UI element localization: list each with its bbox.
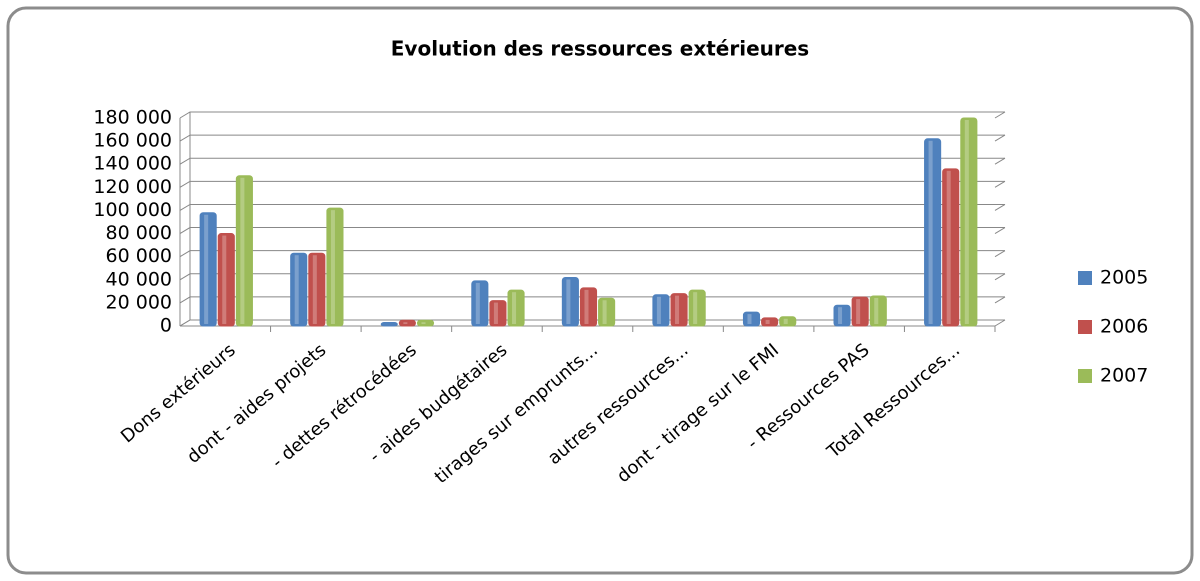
legend-label: 2006 [1100, 316, 1148, 338]
bar [471, 280, 489, 327]
grid-line [179, 134, 1005, 142]
bar [398, 319, 416, 327]
bar [308, 252, 326, 327]
bar-highlight [584, 289, 589, 324]
bar [416, 319, 435, 327]
y-tick-label: 20 000 [106, 291, 172, 313]
bar [761, 317, 779, 327]
bar [833, 304, 851, 327]
grid-line [994, 157, 1006, 165]
grid-line [994, 319, 1006, 327]
bar-highlight [493, 302, 498, 324]
bar-highlight [675, 295, 680, 324]
bar-highlight [946, 170, 951, 324]
bar [670, 293, 688, 327]
bar [380, 322, 398, 327]
y-tick-label: 60 000 [106, 245, 172, 267]
grid-line [994, 296, 1006, 304]
grid-line [994, 111, 1006, 119]
y-tick-label: 0 [160, 315, 172, 337]
grid-line [179, 180, 1005, 188]
bar-highlight [964, 120, 969, 324]
grid-line [179, 296, 1005, 304]
bar-highlight [204, 214, 209, 324]
grid-line [179, 273, 1005, 281]
bar-highlight [330, 210, 335, 324]
grid-line [994, 204, 1006, 211]
bar [942, 168, 960, 327]
bar [688, 289, 706, 327]
grid-line [179, 250, 1005, 258]
bar-highlight [928, 140, 933, 324]
bar-highlight [856, 299, 861, 324]
bar [561, 276, 579, 327]
grid-line [179, 319, 1005, 327]
chart-title: Evolution des ressources extérieures [391, 37, 809, 61]
bar [489, 300, 507, 327]
bar [851, 296, 869, 327]
y-tick-label: 80 000 [106, 222, 172, 244]
bar [924, 138, 942, 327]
bar-highlight [693, 292, 698, 324]
legend-label: 2005 [1100, 267, 1148, 289]
bar-highlight [838, 307, 843, 324]
bar-highlight [240, 177, 245, 324]
bar [217, 233, 235, 327]
grid-line [994, 134, 1006, 142]
y-tick-label: 40 000 [106, 268, 172, 290]
chart-frame [6, 6, 1194, 575]
bar [199, 212, 217, 327]
grid-line [179, 111, 1005, 119]
y-tick-label: 140 000 [93, 153, 172, 175]
bar-highlight [874, 297, 879, 324]
bar-highlight [566, 279, 571, 324]
grid-line [994, 273, 1006, 281]
bar-highlight [475, 282, 480, 324]
bar [326, 207, 344, 327]
bar-highlight [783, 318, 788, 324]
bar [960, 117, 978, 327]
y-tick-label: 120 000 [93, 176, 172, 198]
legend-swatch [1078, 369, 1092, 383]
grid-line [179, 203, 1005, 211]
bar [742, 311, 761, 327]
bar [598, 297, 616, 327]
y-tick-label: 180 000 [93, 107, 172, 129]
bar-highlight [765, 319, 770, 324]
bar-highlight [403, 322, 408, 324]
bar-highlight [294, 255, 299, 324]
bar-highlight [222, 235, 227, 324]
bar [235, 175, 253, 327]
grid-line [994, 180, 1006, 188]
grid-line [179, 157, 1005, 165]
bar [507, 289, 525, 327]
y-tick-label: 160 000 [93, 130, 172, 152]
bar-highlight [421, 322, 426, 324]
y-tick-label: 100 000 [93, 199, 172, 221]
grid-line [994, 250, 1006, 258]
bar [779, 316, 797, 327]
bar [652, 294, 670, 327]
legend-swatch [1078, 271, 1092, 285]
grid-line [994, 227, 1006, 234]
bar [579, 287, 598, 327]
bar-highlight [747, 314, 752, 324]
bar [869, 295, 887, 327]
bar-highlight [312, 255, 317, 324]
bar [290, 252, 308, 327]
legend-swatch [1078, 320, 1092, 334]
bar-highlight [602, 300, 607, 324]
bar-highlight [512, 292, 517, 324]
grid-line [179, 227, 1005, 234]
legend-label: 2007 [1100, 365, 1148, 387]
bar-highlight [656, 296, 661, 324]
